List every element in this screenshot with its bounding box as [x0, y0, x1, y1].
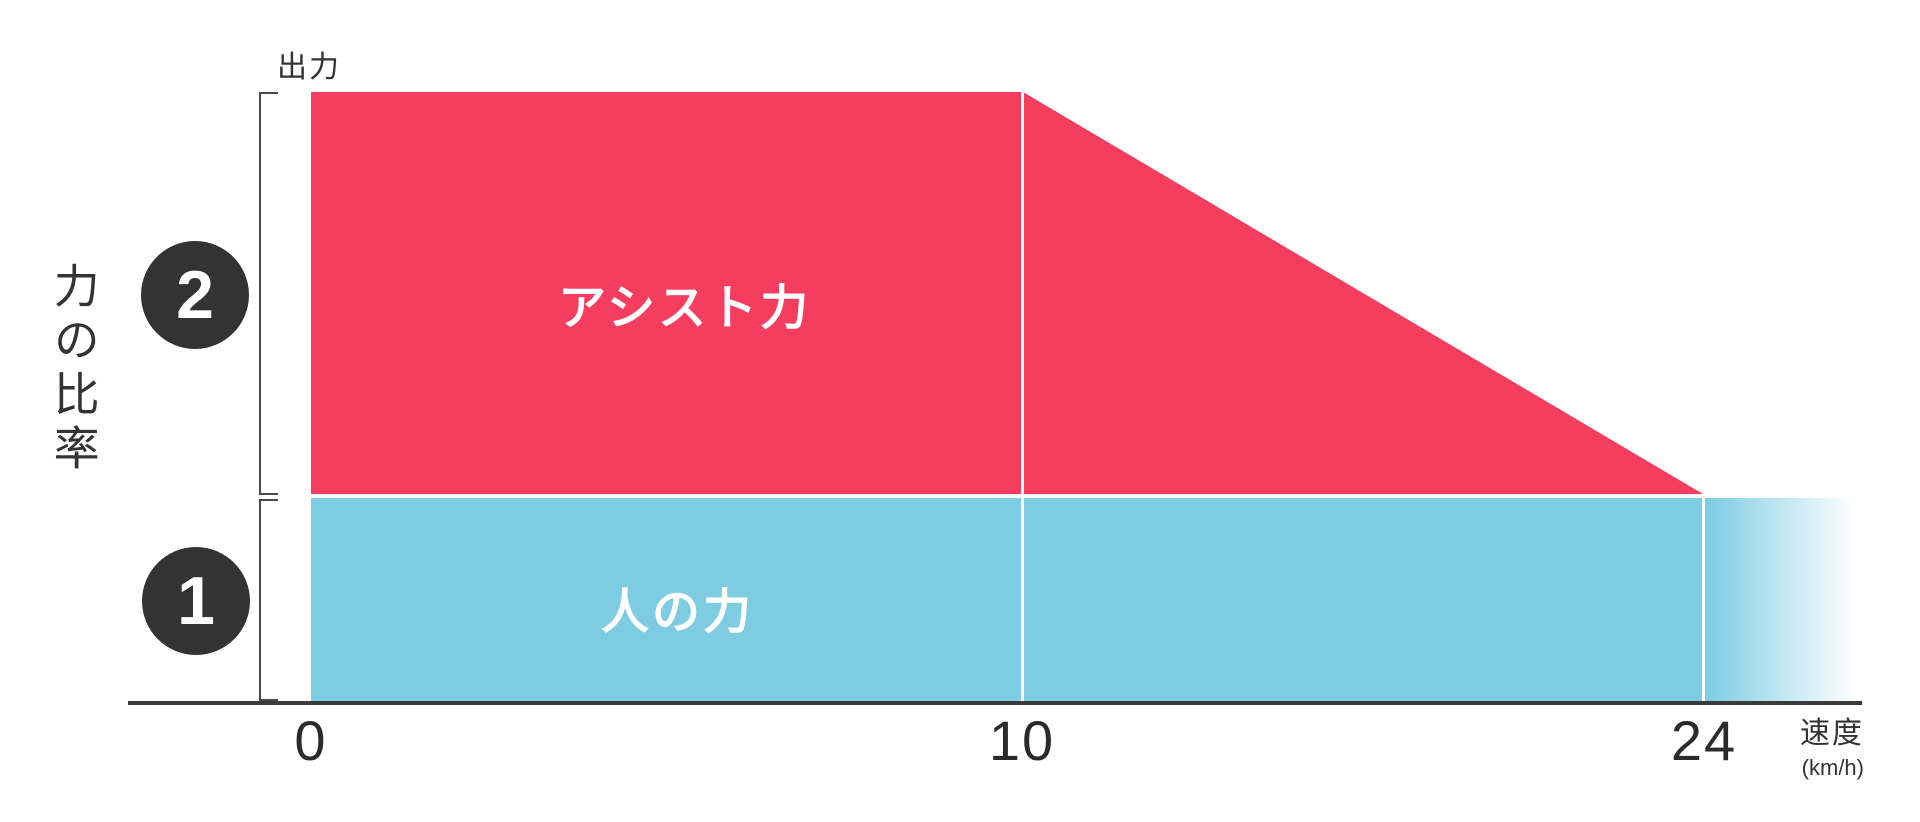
assist-ratio-badge-value: 2 — [176, 257, 214, 333]
x-tick-10: 10 — [988, 709, 1056, 772]
human-ratio-badge: 1 — [142, 547, 250, 655]
human-ratio-badge-value: 1 — [177, 563, 215, 639]
x-axis-caption: 速度 (km/h) — [1770, 708, 1864, 781]
x-tick-24: 24 — [1670, 709, 1738, 772]
human-power-fade-area — [1705, 498, 1862, 701]
x-tick-0: 0 — [294, 709, 328, 772]
assist-ratio-badge: 2 — [141, 241, 249, 349]
reference-line-10kmh — [1021, 92, 1024, 701]
human-power-label: 人の力 — [601, 586, 755, 639]
reference-line-24kmh — [1702, 495, 1705, 701]
speed-unit-label: (km/h) — [1801, 755, 1864, 780]
speed-label: 速度 — [1800, 717, 1864, 750]
human-range-bracket — [259, 499, 278, 701]
assist-power-area — [311, 92, 1703, 494]
human-power-area — [311, 498, 1703, 701]
y-axis-title: 力の比率 — [47, 262, 100, 478]
output-axis-label: 出力 — [277, 51, 341, 84]
assist-power-label: アシスト力 — [558, 282, 812, 335]
x-axis-line — [128, 701, 1862, 705]
assist-range-bracket — [259, 92, 278, 495]
